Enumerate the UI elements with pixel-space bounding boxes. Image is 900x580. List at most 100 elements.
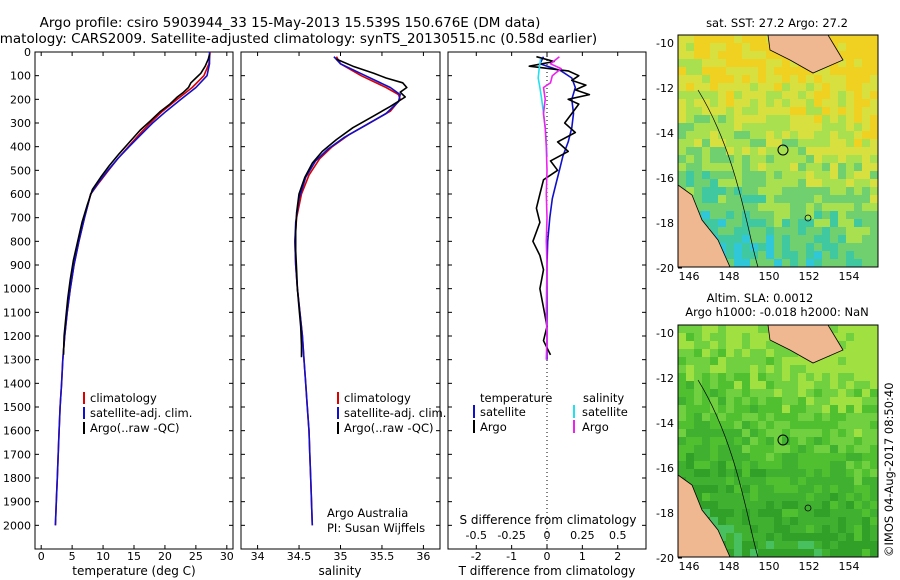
map-cell xyxy=(846,453,854,461)
map-cell xyxy=(862,91,870,99)
map-cell xyxy=(870,541,878,549)
y-tick-label: 1900 xyxy=(3,496,31,509)
map-cell xyxy=(798,453,806,461)
map-cell xyxy=(846,381,854,389)
map-cell xyxy=(678,397,686,405)
map-cell xyxy=(766,211,774,219)
map-cell xyxy=(742,501,750,509)
map-cell xyxy=(678,325,686,333)
map-cell xyxy=(718,517,726,525)
map-cell xyxy=(774,219,782,227)
map-cell xyxy=(774,259,782,267)
map-cell xyxy=(790,405,798,413)
map-cell xyxy=(718,147,726,155)
map-cell xyxy=(758,501,766,509)
map-cell xyxy=(838,155,846,163)
map-cell xyxy=(830,219,838,227)
map-cell xyxy=(702,453,710,461)
map-cell xyxy=(870,325,878,333)
map-cell xyxy=(862,357,870,365)
map-cell xyxy=(766,171,774,179)
map-cell xyxy=(702,397,710,405)
axis-ticks: 0100200300400500600700800900100011001200… xyxy=(3,37,860,573)
map-cell xyxy=(798,549,806,557)
map-cell xyxy=(806,525,814,533)
map-cell xyxy=(678,91,686,99)
y-tick-label: 0 xyxy=(24,46,31,59)
map-cell xyxy=(742,235,750,243)
map-cell xyxy=(838,453,846,461)
map-x-tick-label: 150 xyxy=(759,560,780,573)
map-cell xyxy=(774,365,782,373)
map-cell xyxy=(758,389,766,397)
map-cell xyxy=(726,211,734,219)
map-cell xyxy=(718,131,726,139)
map-cell xyxy=(846,421,854,429)
map-cell xyxy=(806,445,814,453)
map-cell xyxy=(718,187,726,195)
map-cell xyxy=(798,187,806,195)
map-cell xyxy=(710,413,718,421)
map-cell xyxy=(782,437,790,445)
map-cell xyxy=(822,91,830,99)
map-cell xyxy=(822,171,830,179)
map-cell xyxy=(686,67,694,75)
map-cell xyxy=(798,131,806,139)
map-cell xyxy=(790,99,798,107)
map-cell xyxy=(758,525,766,533)
map-cell xyxy=(790,243,798,251)
map-cell xyxy=(798,509,806,517)
map-cell xyxy=(702,325,710,333)
series-line xyxy=(294,56,401,526)
map-cell xyxy=(686,171,694,179)
map-cell xyxy=(870,259,878,267)
map-cell xyxy=(862,437,870,445)
map-cell xyxy=(766,139,774,147)
map-cell xyxy=(758,421,766,429)
map-cell xyxy=(750,325,758,333)
map-cell xyxy=(742,35,750,43)
map-cell xyxy=(742,91,750,99)
map-cell xyxy=(806,187,814,195)
map-cell xyxy=(702,477,710,485)
map-cell xyxy=(870,477,878,485)
legend-argo: Argo(..raw -QC) xyxy=(90,421,180,435)
map-cell xyxy=(734,421,742,429)
map-cell xyxy=(694,341,702,349)
map-cell xyxy=(838,461,846,469)
map-cell xyxy=(750,227,758,235)
map-cell xyxy=(822,549,830,557)
map-cell xyxy=(846,437,854,445)
map-cell xyxy=(854,235,862,243)
map-cell xyxy=(702,341,710,349)
map-cell xyxy=(718,493,726,501)
map-cell xyxy=(742,211,750,219)
map-cell xyxy=(734,243,742,251)
map-cell xyxy=(734,123,742,131)
map-cell xyxy=(830,75,838,83)
map-cell xyxy=(854,437,862,445)
map-cell xyxy=(718,99,726,107)
map-cell xyxy=(750,501,758,509)
map-cell xyxy=(702,219,710,227)
map-cell xyxy=(822,405,830,413)
map-cell xyxy=(846,75,854,83)
map-cell xyxy=(686,437,694,445)
map-cell xyxy=(846,235,854,243)
map-cell xyxy=(822,517,830,525)
map-cell xyxy=(726,35,734,43)
map-cell xyxy=(814,541,822,549)
map-cell xyxy=(702,107,710,115)
map-cell xyxy=(838,171,846,179)
map-cell xyxy=(734,35,742,43)
map-cell xyxy=(718,195,726,203)
map-cell xyxy=(782,389,790,397)
map-cell xyxy=(830,171,838,179)
isobath xyxy=(697,89,759,267)
map-cell xyxy=(766,115,774,123)
map-cell xyxy=(854,405,862,413)
map-cell xyxy=(846,147,854,155)
map-cell xyxy=(838,429,846,437)
map-cell xyxy=(734,235,742,243)
map-cell xyxy=(846,365,854,373)
